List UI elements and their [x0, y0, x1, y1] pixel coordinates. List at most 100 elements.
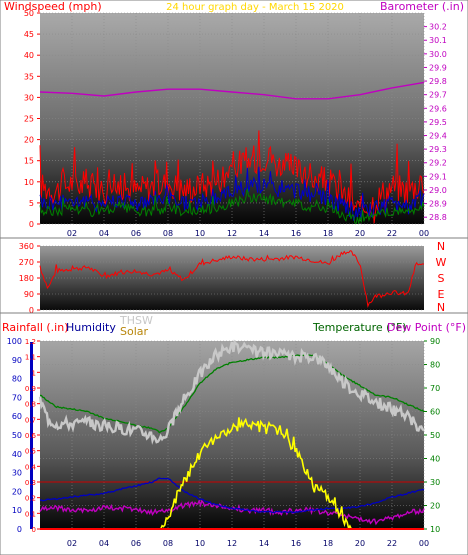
windspeed-tick-label: 5: [29, 199, 34, 208]
barometer-tick-label: 28.9: [429, 200, 447, 209]
compass-label: N: [437, 301, 445, 314]
temperature-tick-label: 40: [430, 455, 440, 464]
direction-tick-label: 180: [19, 274, 34, 283]
barometer-tick-label: 29.1: [429, 172, 447, 181]
windspeed-tick-label: 0: [29, 220, 34, 229]
compass-label: W: [436, 256, 447, 269]
wind-time-tick-label: 22: [387, 229, 397, 238]
rainfall-tick-label: 0.7: [25, 416, 36, 424]
barometer-tick-label: 29.7: [429, 91, 447, 100]
windspeed-axis: 0 5 10 15 20 25 30 35 40 45 50: [24, 9, 40, 229]
temperature-series: [38, 339, 425, 531]
barometer-axis: 28.8 28.9 29.0 29.1 29.2 29.3 29.4 29.5 29.6 29.7…: [424, 23, 447, 222]
rainfall-axis-title: Rainfall (.in): [2, 321, 69, 334]
windspeed-tick-label: 50: [24, 9, 34, 18]
temperature-tick-label: 20: [430, 502, 440, 511]
temperature-axis-title: Temperature (°F): [312, 321, 407, 334]
temperature-time-tick-label: 10: [195, 539, 205, 548]
barometer-tick-label: 29.2: [429, 159, 447, 168]
wind-time-tick-label: 10: [195, 229, 205, 238]
humidity-tick-label: 50: [12, 431, 22, 440]
rainfall-tick-label: 1.2: [25, 338, 36, 346]
wind-direction-line: [39, 250, 425, 309]
rainfall-tick-label: 0.8: [25, 401, 36, 409]
windspeed-tick-label: 25: [24, 115, 34, 124]
rainfall-tick-label: 0.3: [25, 479, 36, 487]
wind-time-tick-label: 18: [323, 229, 333, 238]
wind-grid: [40, 12, 425, 225]
compass-label: S: [438, 272, 445, 285]
dewpoint-axis-title: Dew Point (°F): [387, 321, 466, 334]
direction-grid: [40, 245, 424, 311]
temperature-tick-label: 60: [430, 408, 440, 417]
temperature-grid: [40, 340, 425, 530]
rainfall-tick-label: 1.1: [25, 354, 36, 362]
wind-time-tick-label: 00: [419, 229, 429, 238]
humidity-tick-label: 60: [12, 412, 22, 421]
temperature-axis: 10 20 30 40 50 60 70 80 90: [424, 337, 440, 534]
wind-time-tick-label: 14: [259, 229, 269, 238]
barometer-tick-label: 29.4: [429, 132, 447, 141]
direction-tick-label: 270: [19, 258, 34, 267]
humidity-tick-label: 90: [12, 356, 22, 365]
wind-high-line: [39, 130, 425, 224]
rainfall-tick-label: 0.2: [25, 495, 36, 503]
barometer-tick-label: 30.1: [429, 36, 447, 45]
humidity-tick-label: 70: [12, 393, 22, 402]
wind-time-tick-label: 16: [291, 229, 301, 238]
wind-avg-line: [39, 166, 425, 222]
rainfall-tick-label: 1: [32, 369, 36, 377]
direction-axis: 0 90 180 270 360: [19, 242, 40, 315]
temperature-time-tick-label: 22: [387, 539, 397, 548]
barometer-tick-label: 29.5: [429, 118, 447, 127]
windspeed-tick-label: 20: [24, 136, 34, 145]
thsw-line: [38, 339, 425, 445]
windspeed-tick-label: 45: [24, 30, 34, 39]
thsw-label: THSW: [119, 314, 153, 327]
direction-tick-label: 0: [29, 306, 34, 315]
rainfall-tick-label: 0.9: [25, 385, 36, 393]
humidity-tick-label: 10: [12, 506, 22, 515]
windspeed-tick-label: 35: [24, 72, 34, 81]
rainfall-axis: 0 0.1 0.2 0.3 0.4 0.5 0.6 0.7 0.8 0.9 1 1.1 1.2: [25, 338, 40, 534]
barometer-tick-label: 29.0: [429, 186, 447, 195]
temperature-time-tick-label: 00: [419, 539, 429, 548]
temperature-time-tick-label: 14: [259, 539, 269, 548]
temperature-tick-label: 10: [430, 525, 440, 534]
windspeed-axis-title: Windspeed (mph): [4, 0, 102, 13]
temperature-line: [39, 353, 425, 434]
humidity-tick-label: 0: [17, 525, 22, 534]
humidity-tick-label: 30: [12, 469, 22, 478]
temperature-tick-label: 70: [430, 384, 440, 393]
barometer-tick-label: 30.2: [429, 23, 447, 32]
rainfall-tick-label: 0.6: [25, 432, 37, 440]
temperature-time-tick-label: 16: [291, 539, 301, 548]
chart-title: 24 hour graph day - March 15 2020: [166, 2, 344, 13]
wind-low-line: [39, 188, 425, 225]
barometer-line: [39, 81, 425, 100]
rainfall-tick-label: 0.5: [25, 448, 36, 456]
windspeed-tick-label: 40: [24, 51, 34, 60]
wind-time-tick-label: 08: [163, 229, 173, 238]
barometer-tick-label: 29.8: [429, 77, 447, 86]
humidity-axis-bar: [30, 342, 33, 529]
wind-time-tick-label: 20: [355, 229, 365, 238]
rainfall-tick-label: 0: [32, 526, 36, 534]
temperature-time-tick-label: 20: [355, 539, 365, 548]
humidity-tick-label: 80: [12, 375, 22, 384]
windspeed-tick-label: 15: [24, 157, 34, 166]
wind-time-tick-label: 06: [131, 229, 141, 238]
temperature-tick-label: 80: [430, 361, 440, 370]
wind-time-tick-label: 02: [67, 229, 77, 238]
temperature-time-tick-label: 12: [227, 539, 237, 548]
wind-barometer-panel: 0 5 10 15 20 25 30 35 40 45 50 28.8 28.9 29.0 29.1 29.…: [0, 0, 468, 239]
humidity-line: [39, 477, 425, 514]
direction-tick-label: 360: [19, 242, 34, 251]
compass-label: N: [437, 240, 445, 253]
temperature-tick-label: 30: [430, 478, 440, 487]
humidity-tick-label: 40: [12, 450, 22, 459]
barometer-tick-label: 29.3: [429, 145, 447, 154]
